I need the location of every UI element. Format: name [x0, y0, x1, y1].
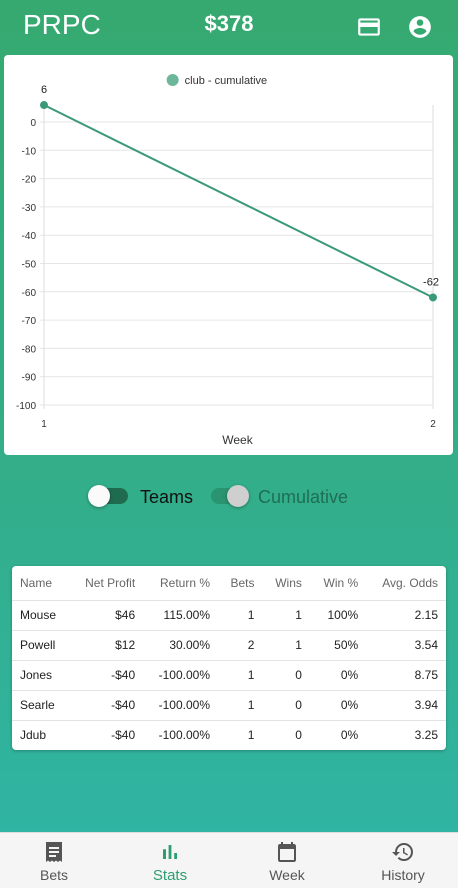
- table-cell: -$40: [69, 719, 144, 750]
- data-label: 6: [41, 84, 47, 96]
- table-cell: 1: [218, 659, 263, 690]
- column-header[interactable]: Net Profit: [85, 575, 136, 590]
- table-cell: 3.54: [366, 629, 446, 660]
- teams-toggle[interactable]: [88, 485, 128, 507]
- cumulative-chart-card: 0 -10 -20 -30 -40 -50 -60 -70 -80 -90 -100 1 2 Week cl…: [4, 55, 453, 455]
- table-cell: 0: [262, 719, 310, 750]
- data-point: [40, 101, 48, 110]
- table-row: Jdub -$40 -100.00% 1 0 0% 3.25: [12, 719, 446, 750]
- legend-label: club - cumulative: [185, 75, 268, 87]
- table-cell: 30.00%: [143, 629, 219, 660]
- nav-label-stats: Stats: [152, 867, 188, 884]
- history-icon: [392, 843, 413, 861]
- table-cell: 2: [218, 629, 263, 660]
- table-row: Jones -$40 -100.00% 1 0 0% 8.75: [12, 659, 446, 690]
- table-cell: 3.25: [366, 719, 446, 750]
- calendar-icon: [278, 842, 296, 862]
- y-tick-label: -40: [22, 231, 37, 242]
- y-tick-label: -10: [22, 146, 37, 157]
- table-cell: 0%: [309, 689, 367, 720]
- table-cell: 50%: [309, 629, 367, 660]
- y-tick-label: -30: [22, 203, 37, 214]
- table-cell: 0: [262, 659, 310, 690]
- app-bar: PRPC $378: [0, 0, 458, 54]
- table-cell: Jones: [12, 659, 70, 690]
- cumulative-toggle-label[interactable]: Cumulative: [258, 487, 349, 507]
- table-cell: 0: [262, 689, 310, 720]
- y-tick-label: -100: [16, 401, 36, 412]
- table-cell: -100.00%: [143, 659, 219, 690]
- table-cell: 115.00%: [143, 599, 219, 630]
- x-axis-label: Week: [222, 433, 253, 447]
- table-cell: 1: [218, 689, 263, 720]
- account-circle-icon[interactable]: [407, 14, 433, 40]
- y-tick-label: -60: [22, 288, 37, 299]
- table-cell: $12: [69, 629, 144, 660]
- data-point: [429, 293, 437, 302]
- table-cell: Mouse: [12, 599, 70, 630]
- nav-label-history: History: [381, 867, 425, 883]
- column-header[interactable]: Return %: [159, 575, 211, 590]
- column-header[interactable]: Name: [20, 575, 53, 590]
- stats-table-card: Name Net Profit Return % Bets Wins Win % Avg. …: [12, 566, 446, 750]
- nav-item-stats[interactable]: Stats: [113, 833, 227, 888]
- cumulative-toggle-knob[interactable]: [227, 485, 249, 507]
- table-cell: Searle: [12, 689, 70, 720]
- table-cell: 8.75: [366, 659, 446, 690]
- table-cell: 2.15: [366, 599, 446, 630]
- table-cell: 1: [218, 599, 263, 630]
- table-cell: 0%: [309, 659, 367, 690]
- nav-label-week: Week: [269, 867, 305, 883]
- table-cell: 1: [218, 719, 263, 750]
- table-cell: 1: [262, 629, 310, 660]
- table-cell: Jdub: [12, 719, 70, 750]
- teams-toggle-label[interactable]: Teams: [140, 487, 194, 507]
- nav-label-bets: Bets: [39, 867, 68, 883]
- x-tick-label: 2: [430, 419, 436, 430]
- y-tick-label: -90: [22, 373, 37, 384]
- table-row: Mouse $46 115.00% 1 1 100% 2.15: [12, 599, 446, 630]
- legend-marker: [166, 74, 179, 86]
- bar-chart-icon: [163, 845, 177, 859]
- table-cell: -$40: [69, 689, 144, 720]
- table-cell: -$40: [69, 659, 144, 690]
- receipt-icon: [46, 842, 62, 862]
- table-cell: Powell: [12, 629, 70, 660]
- column-header[interactable]: Wins: [275, 575, 302, 590]
- y-tick-label: 0: [30, 118, 36, 129]
- y-tick-label: -20: [22, 175, 37, 186]
- series-line: [43, 104, 434, 299]
- table-cell: 0%: [309, 719, 367, 750]
- data-label: -62: [423, 276, 439, 288]
- column-header[interactable]: Win %: [323, 575, 359, 590]
- nav-item-week[interactable]: Week: [230, 833, 344, 888]
- balance-amount: $378: [204, 11, 254, 36]
- table-row: Powell $12 30.00% 2 1 50% 3.54: [12, 629, 446, 660]
- credit-card-icon[interactable]: [356, 14, 382, 40]
- x-tick-label: 1: [41, 419, 47, 430]
- cumulative-line-chart: 0 -10 -20 -30 -40 -50 -60 -70 -80 -90 -100 1 2 Week cl…: [16, 74, 439, 447]
- table-header-row: Name Net Profit Return % Bets Wins Win % Avg. …: [12, 566, 446, 600]
- y-tick-label: -80: [22, 344, 37, 355]
- column-header[interactable]: Bets: [230, 575, 255, 590]
- table-cell: 3.94: [366, 689, 446, 720]
- bottom-navigation: Bets Stats Week History: [0, 832, 458, 888]
- stats-table: Name Net Profit Return % Bets Wins Win % Avg. …: [12, 566, 446, 750]
- column-header[interactable]: Avg. Odds: [382, 575, 438, 590]
- teams-toggle-knob[interactable]: [88, 485, 110, 507]
- table-cell: 1: [262, 599, 310, 630]
- cumulative-toggle[interactable]: [211, 485, 249, 507]
- table-cell: $46: [69, 599, 144, 630]
- nav-item-bets[interactable]: Bets: [0, 833, 111, 888]
- table-row: Searle -$40 -100.00% 1 0 0% 3.94: [12, 689, 446, 720]
- y-tick-label: -50: [22, 260, 37, 271]
- app-brand[interactable]: PRPC: [23, 9, 101, 40]
- nav-item-history[interactable]: History: [346, 833, 458, 888]
- table-cell: -100.00%: [143, 689, 219, 720]
- table-cell: 100%: [309, 599, 367, 630]
- chart-toggles: Teams Cumulative: [0, 484, 458, 512]
- y-tick-label: -70: [22, 316, 37, 327]
- table-cell: -100.00%: [143, 719, 219, 750]
